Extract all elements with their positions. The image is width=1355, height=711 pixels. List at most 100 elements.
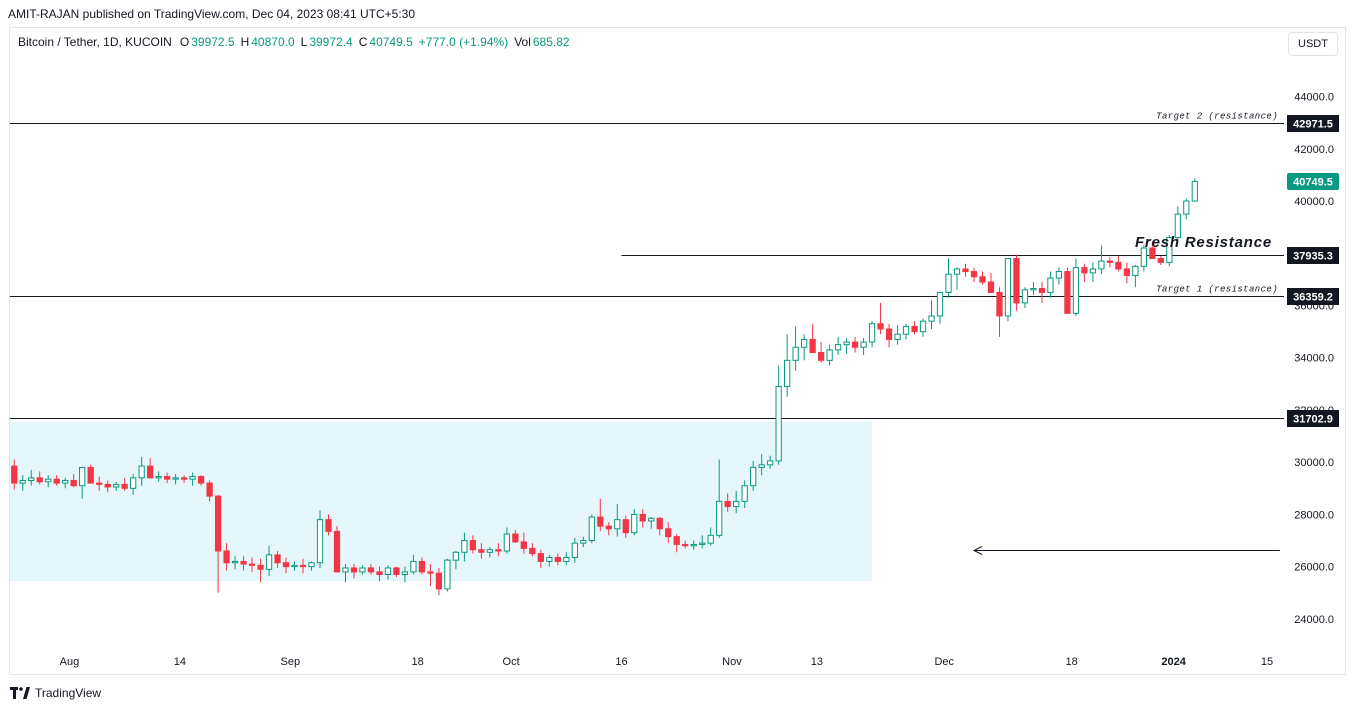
candle-body — [28, 477, 35, 481]
candle-body — [163, 476, 171, 480]
currency-unit-button[interactable]: USDT — [1288, 32, 1338, 56]
candle-body — [775, 385, 782, 462]
candle-body — [580, 540, 587, 544]
candle-body — [257, 564, 264, 570]
candle-body — [834, 344, 842, 351]
candle-body — [1013, 257, 1020, 304]
candle-body — [87, 466, 94, 484]
x-tick-label: Nov — [722, 656, 742, 668]
candle-body — [180, 477, 188, 480]
candle-body — [70, 479, 77, 487]
fresh-resistance-label: Fresh Resistance — [1135, 234, 1272, 251]
candle-body — [282, 562, 290, 568]
candle-body — [1140, 247, 1147, 267]
candle-body — [843, 341, 850, 346]
candle-body — [554, 557, 561, 562]
candle-body — [45, 478, 52, 483]
candle-body — [325, 519, 332, 532]
candle-body — [1132, 265, 1139, 276]
candle-body — [784, 359, 791, 387]
candle-body — [758, 464, 765, 468]
candle-body — [911, 325, 918, 333]
x-tick-label: 18 — [1066, 656, 1078, 668]
candle-body — [155, 476, 162, 479]
candle-body — [979, 276, 986, 283]
candle-body — [537, 553, 544, 562]
x-tick-label: 2024 — [1161, 656, 1186, 668]
candle-body — [359, 567, 366, 573]
candle-body — [673, 536, 680, 545]
candle-body — [826, 349, 833, 361]
candle-body — [885, 328, 893, 340]
candle-body — [461, 540, 468, 553]
candle-body — [384, 567, 392, 575]
chart-frame — [9, 27, 1346, 675]
candle-body — [860, 341, 867, 348]
candle-body — [1115, 261, 1122, 270]
candle-body — [19, 479, 26, 484]
candle-body — [503, 533, 510, 552]
candle-body — [1089, 268, 1097, 274]
candle-body — [1055, 271, 1063, 279]
candle-body — [53, 478, 60, 484]
candle-body — [138, 465, 145, 479]
candle-body — [639, 513, 646, 522]
candle-body — [172, 477, 179, 480]
candle-body — [741, 485, 748, 502]
candle-body — [231, 560, 239, 564]
candle-body — [970, 271, 978, 278]
candle-body — [996, 291, 1003, 317]
candle-body — [529, 547, 536, 555]
candle-body — [1157, 257, 1164, 263]
candle-body — [605, 525, 612, 530]
x-tick-label: 15 — [1261, 656, 1273, 668]
candle-body — [223, 550, 230, 564]
candle-body — [1004, 257, 1012, 317]
candle-body — [1149, 247, 1156, 259]
candle-body — [1047, 277, 1054, 293]
tradingview-footer[interactable]: TradingView — [10, 686, 101, 700]
x-tick-label: 14 — [174, 656, 186, 668]
candle-body — [333, 530, 341, 573]
candle-body — [800, 338, 808, 348]
candle-body — [342, 567, 349, 573]
candle-body — [113, 483, 120, 488]
candle-body — [393, 567, 400, 575]
candle-body — [79, 466, 86, 487]
candle-body — [1072, 267, 1080, 314]
candle-body — [962, 268, 969, 273]
candle-body — [809, 338, 816, 353]
low-value: 39972.4 — [309, 35, 353, 49]
candle-body — [953, 268, 961, 275]
candle-body — [1038, 288, 1046, 293]
volume-value: 685.82 — [532, 35, 570, 49]
candle-body — [707, 534, 714, 544]
x-tick-label: Oct — [503, 656, 520, 668]
candle-body — [189, 476, 196, 480]
candle-body — [401, 571, 409, 575]
candle-body — [733, 500, 740, 508]
candle-body — [367, 567, 375, 573]
candle-body — [308, 562, 315, 568]
level-price-label: 36359.2 — [1293, 292, 1333, 304]
close-value: 40749.5 — [369, 35, 413, 49]
candle-body — [1106, 260, 1114, 263]
candle-body — [945, 273, 952, 293]
candle-body — [1123, 268, 1131, 276]
x-tick-label: Dec — [934, 656, 954, 668]
candle-body — [435, 572, 443, 590]
tradingview-logo-icon — [10, 687, 30, 699]
candle-body — [376, 571, 383, 575]
x-tick-label: Aug — [60, 656, 80, 668]
candle-body — [469, 540, 477, 551]
candle-body — [851, 341, 859, 348]
x-tick-label: 16 — [615, 656, 627, 668]
candle-body — [902, 325, 910, 335]
level-price-label: 37935.3 — [1293, 251, 1333, 263]
candle-body — [96, 482, 103, 485]
y-tick-label: 44000.0 — [1294, 92, 1334, 104]
candle-body — [868, 323, 876, 343]
open-label: O — [179, 35, 190, 49]
symbol-title[interactable]: Bitcoin / Tether, 1D, KUCOIN — [18, 35, 172, 49]
